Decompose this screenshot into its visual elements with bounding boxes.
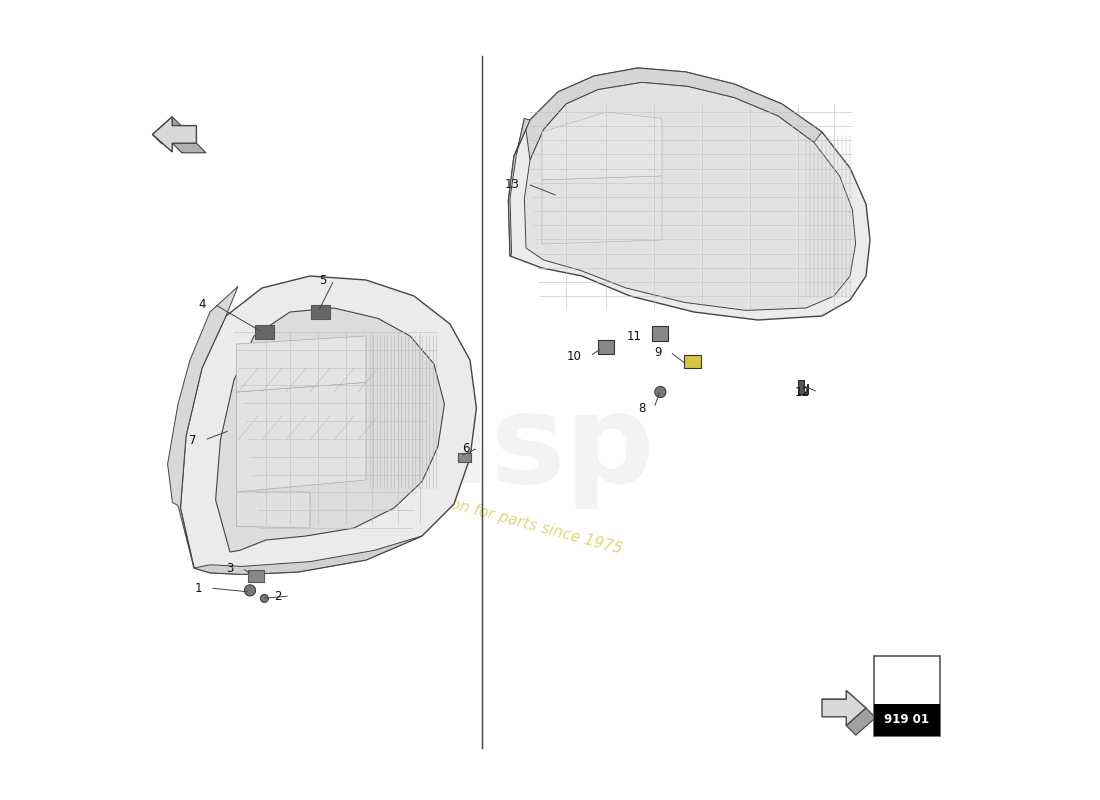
Text: 5: 5 — [319, 274, 326, 286]
Text: eusp: eusp — [317, 387, 654, 509]
Bar — [249, 570, 264, 582]
Polygon shape — [542, 112, 662, 180]
Polygon shape — [846, 708, 876, 735]
Circle shape — [654, 386, 666, 398]
Polygon shape — [798, 380, 808, 394]
Text: 10: 10 — [568, 350, 582, 362]
Text: 919 01: 919 01 — [884, 714, 930, 726]
Text: 1: 1 — [195, 582, 202, 594]
Polygon shape — [173, 143, 206, 153]
Polygon shape — [508, 68, 870, 320]
Text: 9: 9 — [654, 346, 662, 358]
Bar — [874, 704, 939, 736]
Polygon shape — [167, 286, 238, 568]
Text: 2: 2 — [275, 590, 282, 602]
Polygon shape — [236, 382, 366, 492]
Text: 8: 8 — [639, 402, 646, 414]
Polygon shape — [236, 492, 310, 528]
Polygon shape — [153, 117, 182, 144]
Text: a passion for parts since 1975: a passion for parts since 1975 — [397, 483, 624, 557]
Bar — [683, 355, 701, 368]
Bar — [874, 656, 939, 736]
Bar — [255, 326, 274, 338]
Bar — [598, 340, 614, 354]
Bar — [652, 326, 669, 341]
Circle shape — [244, 585, 255, 596]
Polygon shape — [542, 176, 662, 244]
Circle shape — [261, 594, 268, 602]
Polygon shape — [508, 118, 530, 256]
Polygon shape — [236, 336, 366, 392]
Polygon shape — [822, 690, 866, 726]
Polygon shape — [525, 82, 856, 310]
Text: 13: 13 — [505, 178, 519, 190]
Text: 4: 4 — [198, 298, 206, 310]
Text: 12: 12 — [795, 386, 810, 398]
Bar — [458, 453, 471, 462]
Polygon shape — [514, 68, 822, 160]
Text: 6: 6 — [462, 442, 470, 454]
Text: 7: 7 — [189, 434, 197, 446]
Polygon shape — [822, 699, 856, 709]
Bar — [311, 306, 330, 318]
Polygon shape — [180, 276, 476, 574]
Polygon shape — [153, 117, 197, 152]
Text: 11: 11 — [627, 330, 642, 342]
Polygon shape — [194, 536, 422, 574]
Text: 3: 3 — [227, 562, 234, 574]
Polygon shape — [216, 308, 444, 552]
